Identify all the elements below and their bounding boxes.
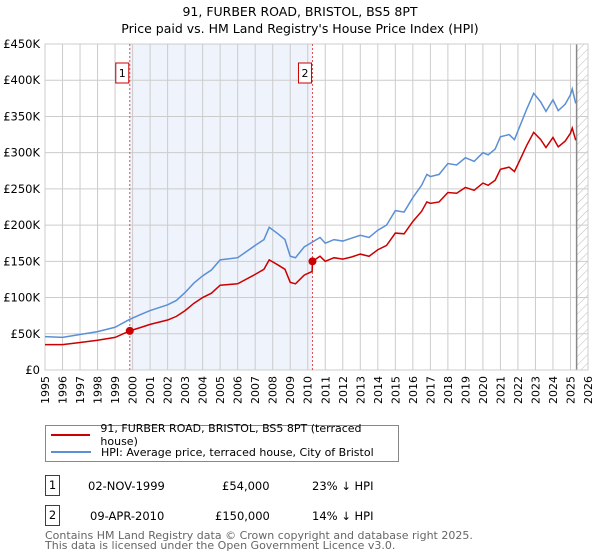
sale-hpi-diff: 23% ↓ HPI xyxy=(312,479,374,493)
x-tick-label: 2024 xyxy=(547,376,560,404)
legend-label: HPI: Average price, terraced house, City… xyxy=(101,445,374,459)
legend-item-property: 91, FURBER ROAD, BRISTOL, BS5 8PT (terra… xyxy=(51,422,398,448)
x-tick-label: 2000 xyxy=(127,376,140,404)
sale-hpi-diff: 14% ↓ HPI xyxy=(312,509,374,523)
x-tick-label: 2012 xyxy=(337,376,350,404)
y-tick-label: £50K xyxy=(11,327,41,341)
plot-border xyxy=(44,43,589,371)
sale-price: £54,000 xyxy=(222,479,270,493)
sale-marker-badge: 1 xyxy=(45,475,60,496)
x-tick-label: 1995 xyxy=(39,376,52,404)
x-tick-label: 2014 xyxy=(372,376,385,404)
y-tick-label: £350K xyxy=(3,109,40,123)
legend-label: 91, FURBER ROAD, BRISTOL, BS5 8PT (terra… xyxy=(100,422,362,448)
x-tick-label: 2007 xyxy=(249,376,262,404)
hatched-future-region xyxy=(576,44,588,370)
x-tick-label: 2006 xyxy=(232,376,245,404)
legend-item-hpi: HPI: Average price, terraced house, City… xyxy=(51,444,374,460)
sale-marker-label: 1 xyxy=(119,67,126,80)
y-tick-label: £300K xyxy=(3,146,40,160)
x-tick-label: 2013 xyxy=(354,376,367,404)
footer: Contains HM Land Registry data © Crown c… xyxy=(45,529,473,552)
sale-date: 09-APR-2010 xyxy=(90,509,165,523)
hpi-line xyxy=(44,86,577,339)
x-tick-label: 2018 xyxy=(442,376,455,404)
footer-licence: This data is licensed under the Open Gov… xyxy=(45,539,396,552)
y-tick-label: £150K xyxy=(3,254,40,268)
x-tick-label: 2001 xyxy=(144,376,157,404)
sale-marker-badge: 2 xyxy=(45,505,60,526)
x-tick-label: 2020 xyxy=(477,376,490,404)
x-tick-label: 2026 xyxy=(582,376,595,404)
x-tick-label: 2002 xyxy=(162,376,175,404)
property-price-line xyxy=(45,125,577,346)
y-tick-label: £250K xyxy=(3,182,40,196)
y-tick-label: £400K xyxy=(3,73,40,87)
sale-price: £150,000 xyxy=(215,509,270,523)
legend-red-line xyxy=(51,434,91,436)
sale-marker-box xyxy=(115,62,130,84)
sale-marker-box xyxy=(297,62,312,84)
x-tick-label: 2021 xyxy=(494,376,507,404)
sale-row: 2 09-APR-2010 £150,000 14% ↓ HPI xyxy=(45,505,425,527)
x-tick-label: 2017 xyxy=(424,376,437,404)
legend-blue-line xyxy=(51,451,91,453)
x-tick-label: 2003 xyxy=(179,376,192,404)
legend: 91, FURBER ROAD, BRISTOL, BS5 8PT (terra… xyxy=(45,422,399,462)
y-tick-label: £100K xyxy=(3,291,40,305)
x-tick-label: 2005 xyxy=(214,376,227,404)
chart-title: 91, FURBER ROAD, BRISTOL, BS5 8PT xyxy=(182,4,418,19)
x-tick-label: 2023 xyxy=(529,376,542,404)
y-tick-label: £0 xyxy=(25,363,40,377)
x-tick-label: 2015 xyxy=(389,376,402,404)
x-tick-label: 2009 xyxy=(284,376,297,404)
x-tick-label: 2025 xyxy=(564,376,577,404)
sale-marker-label: 2 xyxy=(301,67,308,80)
price-chart: 1995 1996 1997 1998 1999 2000 2001 2002 2003 2004… xyxy=(3,37,595,404)
x-tick-label: 2019 xyxy=(459,376,472,404)
footer-copyright: Contains HM Land Registry data © Crown c… xyxy=(45,529,473,542)
x-tick-label: 1998 xyxy=(92,376,105,404)
x-tick-label: 2004 xyxy=(197,376,210,404)
x-tick-label: 2011 xyxy=(319,376,332,404)
x-tick-label: 2022 xyxy=(512,376,525,404)
x-tick-label: 1997 xyxy=(74,376,87,404)
sale-row: 1 02-NOV-1999 £54,000 23% ↓ HPI xyxy=(45,475,425,497)
shaded-ownership-period xyxy=(129,44,313,370)
x-tick-label: 2008 xyxy=(267,376,280,404)
chart-subtitle: Price paid vs. HM Land Registry's House … xyxy=(121,21,479,36)
x-tick-label: 2010 xyxy=(302,376,315,404)
x-tick-label: 2016 xyxy=(407,376,420,404)
x-tick-label: 1999 xyxy=(109,376,122,404)
y-tick-label: £200K xyxy=(3,218,40,232)
sale-date: 02-NOV-1999 xyxy=(88,479,165,493)
x-tick-label: 1996 xyxy=(57,376,70,404)
sale-point xyxy=(308,257,317,266)
sale-point xyxy=(125,326,134,335)
y-tick-label: £450K xyxy=(3,37,40,51)
